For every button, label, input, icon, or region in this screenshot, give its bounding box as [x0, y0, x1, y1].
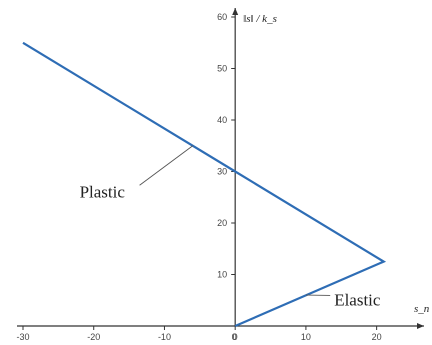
x-tick-label: 0 [233, 332, 238, 342]
annotations-group: Plastic Elastic [80, 145, 381, 309]
y-tick-label: 40 [217, 115, 227, 125]
y-tick-label: 20 [217, 218, 227, 228]
x-tick-label: -20 [87, 332, 100, 342]
x-tick-label: 0 [232, 332, 237, 342]
annotation-leader [139, 145, 194, 186]
x-axis-arrow [417, 323, 424, 329]
x-tick-label: 10 [301, 332, 311, 342]
x-tick-label: -10 [158, 332, 171, 342]
y-tick-label: 50 [217, 64, 227, 74]
annotation-label: Elastic [334, 290, 381, 309]
annotation-label: Plastic [80, 182, 126, 201]
y-tick-label: 60 [217, 12, 227, 22]
y-tick-label: 10 [217, 270, 227, 280]
y-tick-label: 30 [217, 167, 227, 177]
x-tick-label: 20 [372, 332, 382, 342]
y-axis-arrow [232, 8, 239, 15]
x-axis-label: s_n [414, 303, 430, 315]
x-tick-label: -30 [16, 332, 29, 342]
y-axis-label: ‖s‖ / k_s [243, 13, 277, 25]
series-group [22, 41, 387, 328]
series-line [22, 41, 387, 328]
